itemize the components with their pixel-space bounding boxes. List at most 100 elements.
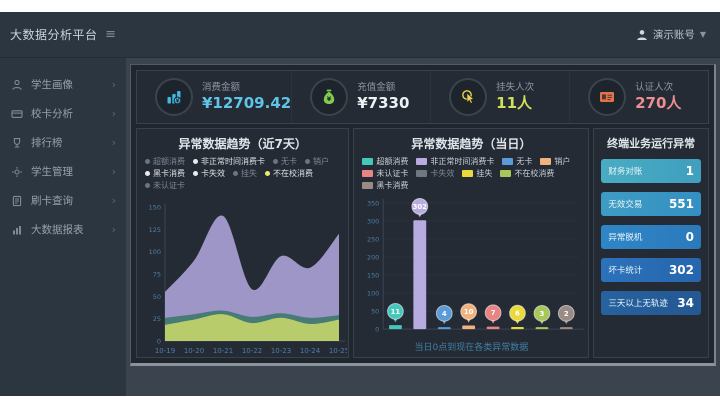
legend-swatch-icon (273, 159, 278, 164)
x-tick-label: 10-24 (300, 347, 321, 355)
legend-item[interactable]: 不在校消费 (500, 168, 554, 179)
legend-item[interactable]: 未认证卡 (362, 168, 408, 179)
sidebar-item-label: 学生管理 (31, 166, 73, 178)
menu-toggle-icon[interactable]: ≡ (105, 27, 116, 42)
kpi-label: 消费金额 (202, 81, 241, 93)
stat-pill: 财务对账 1 (601, 159, 701, 183)
legend-item[interactable]: 超额消费 (145, 156, 185, 167)
y-tick-label: 125 (148, 226, 160, 234)
legend-item[interactable]: 不在校消费 (265, 168, 313, 179)
y-tick-label: 0 (157, 338, 161, 346)
x-tick-label: 10-25 (329, 347, 347, 355)
report-icon (10, 223, 23, 236)
balloon-marker (558, 304, 576, 322)
user-menu[interactable]: 演示账号 ▼ (636, 27, 706, 42)
legend-label: 黑卡消费 (376, 181, 409, 190)
sidebar-item-ranking[interactable]: 排行榜 › (0, 128, 126, 157)
stat-label: 三天以上无轨迹 (608, 299, 668, 309)
balloon-marker (485, 304, 502, 322)
y-tick-label: 100 (367, 290, 379, 298)
bottom-white-band (0, 396, 720, 410)
legend-swatch-icon (362, 182, 374, 189)
kpi-value: ¥7330 (357, 93, 410, 112)
legend-swatch-icon (416, 158, 428, 165)
chevron-right-icon: › (111, 78, 116, 91)
area-chart-svg: 0 25 50 75 100 125 150 10-19 10-20 10-21 10-22 10-2… (148, 204, 347, 356)
kpi-consume-amount: ¥ 消费金额 ¥12709.42 (137, 71, 291, 123)
brand-zone: 大数据分析平台 ≡ (0, 26, 126, 43)
main-content: ¥ 消费金额 ¥12709.42 ¥ 充 (126, 58, 720, 396)
y-tick-label: 25 (152, 315, 160, 323)
sidebar-item-bigdata-report[interactable]: 大数据报表 › (0, 215, 126, 244)
balloon-value: 4 (442, 310, 447, 318)
stat-pill: 异常脱机 0 (601, 225, 701, 249)
balloon-marker (460, 303, 478, 321)
legend-label: 未认证卡 (153, 181, 185, 190)
legend-label: 不在校消费 (273, 169, 313, 178)
legend-label: 挂失 (241, 169, 257, 178)
balloon-value: 11 (391, 308, 401, 316)
chevron-right-icon: › (111, 223, 116, 236)
dashboard-screen: ¥ 消费金额 ¥12709.42 ¥ 充 (130, 64, 716, 366)
bar (511, 326, 525, 330)
stat-label: 坏卡统计 (608, 266, 643, 276)
kpi-value: 270人 (635, 93, 682, 112)
hand-click-icon (449, 78, 488, 116)
area-series (164, 314, 339, 341)
legend-item[interactable]: 无卡 (502, 156, 532, 167)
stat-value: 1 (685, 164, 694, 178)
kpi-label: 认证人次 (635, 81, 674, 93)
kpi-recharge-amount: ¥ 充值金额 ¥7330 (291, 71, 430, 123)
legend-swatch-icon (305, 159, 310, 164)
legend-swatch-icon (540, 158, 552, 165)
y-tick-label: 100 (148, 248, 160, 256)
bar (487, 326, 500, 330)
sidebar-item-label: 排行榜 (31, 137, 63, 149)
legend-item[interactable]: 无卡 (273, 156, 297, 167)
legend-item[interactable]: 超额消费 (362, 156, 408, 167)
legend-swatch-icon (362, 170, 374, 177)
stat-value: 302 (668, 263, 694, 277)
legend-item[interactable]: 黑卡消费 (145, 168, 185, 179)
kpi-label: 挂失人次 (496, 81, 535, 93)
legend-swatch-icon (145, 183, 150, 188)
sidebar-item-card-analysis[interactable]: 校卡分析 › (0, 99, 126, 128)
legend-item[interactable]: 销户 (305, 156, 329, 167)
legend-item[interactable]: 挂失 (462, 168, 492, 179)
legend-swatch-icon (500, 170, 512, 177)
legend-item[interactable]: 卡失效 (416, 168, 454, 179)
legend-item[interactable]: 销户 (540, 156, 570, 167)
balloon-value: 6 (515, 310, 520, 318)
balloon-marker (436, 304, 453, 322)
stat-label: 财务对账 (608, 167, 643, 177)
legend-item[interactable]: 非正常时间消费卡 (416, 156, 494, 167)
bar (389, 325, 403, 330)
legend-item[interactable]: 挂失 (233, 168, 257, 179)
sidebar-item-swipe-query[interactable]: 刷卡查询 › (0, 186, 126, 215)
legend-swatch-icon (233, 171, 238, 176)
legend-label: 非正常时间消费卡 (201, 157, 265, 166)
person-icon (10, 78, 23, 91)
legend-label: 超额消费 (376, 157, 409, 166)
kpi-loss-report-count: 挂失人次 11人 (430, 71, 569, 123)
sidebar-item-label: 大数据报表 (31, 224, 84, 236)
legend-item[interactable]: 卡失效 (193, 168, 225, 179)
y-tick-label: 0 (376, 326, 380, 334)
chevron-right-icon: › (111, 165, 116, 178)
money-bag-icon: ¥ (310, 78, 349, 116)
sidebar-item-student-management[interactable]: 学生管理 › (0, 157, 126, 186)
panel-title: 异常数据趋势（近7天） (178, 137, 307, 151)
legend-item[interactable]: 非正常时间消费卡 (193, 156, 265, 167)
balloon-value: 2 (564, 310, 569, 318)
legend-swatch-icon (502, 158, 514, 165)
sidebar-item-label: 刷卡查询 (31, 195, 73, 207)
legend-item[interactable]: 未认证卡 (145, 180, 185, 191)
sidebar-item-label: 学生画像 (31, 79, 73, 91)
legend-item[interactable]: 黑卡消费 (362, 180, 408, 191)
sidebar-item-student-portrait[interactable]: 学生画像 › (0, 70, 126, 99)
svg-text:¥: ¥ (327, 95, 332, 103)
bar-chart-caption: 当日0点到现在各类异常数据 (414, 343, 529, 353)
stat-label: 异常脱机 (608, 233, 643, 243)
balloon-marker (509, 304, 527, 322)
kpi-label: 充值金额 (357, 81, 396, 93)
